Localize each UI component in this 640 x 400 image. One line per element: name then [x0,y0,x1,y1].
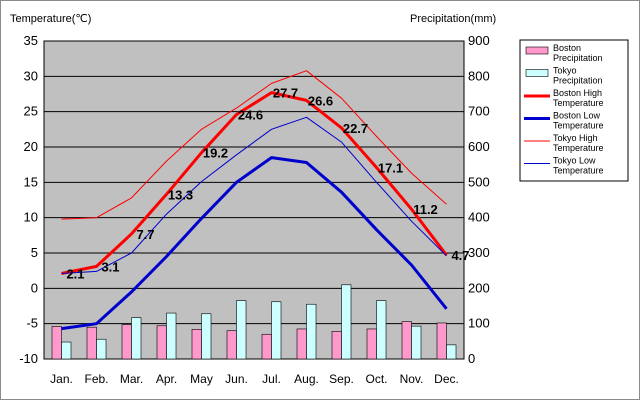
line-boston-high-temperature [61,91,448,275]
left-axis-title: Temperature(℃) [10,13,91,25]
legend-label: Temperature [553,121,604,131]
legend-box [519,39,629,182]
data-label: 7.7 [136,227,154,242]
right-tick-label: 600 [468,139,490,154]
data-label: 11.2 [413,202,438,217]
right-tick-label: 0 [468,351,475,366]
data-label: 24.6 [238,107,263,122]
legend-label: Tokyo [553,66,577,76]
bar-tokyo-precipitation [411,325,422,360]
x-tick-label: Mar. [120,372,143,386]
legend-label: Tokyo High [553,133,598,143]
data-label: 27.7 [273,86,298,101]
data-label: 4.7 [451,248,469,263]
line-tokyo-low-temperature [61,116,447,274]
x-tick-label: Apr. [156,372,177,386]
data-label: 13.3 [168,187,193,202]
legend-label: Boston Low [553,111,601,121]
bar-boston-precipitation [191,329,202,360]
data-label: 3.1 [101,259,119,274]
left-tick-label: 30 [24,68,38,83]
legend-label: Temperature [553,98,604,108]
legend-label: Temperature [553,143,604,153]
left-tick-label: 10 [24,210,38,225]
bar-boston-precipitation [296,328,307,360]
data-label: 22.7 [343,121,368,136]
bar-boston-precipitation [261,333,272,360]
data-label: 17.1 [378,160,403,175]
bar-tokyo-precipitation [61,341,72,360]
x-tick-label: Dec. [434,372,459,386]
data-label: 26.6 [308,93,333,108]
left-tick-label: 25 [24,104,38,119]
right-tick-label: 100 [468,316,490,331]
legend-swatch [525,69,549,77]
bar-boston-precipitation [436,322,447,360]
left-tick-label: 5 [31,245,38,260]
bar-tokyo-precipitation [306,303,317,360]
line-boston-low-temperature [61,156,448,331]
x-tick-label: Aug. [294,372,319,386]
bar-tokyo-precipitation [131,317,142,360]
left-tick-label: -10 [19,351,38,366]
bar-boston-precipitation [331,331,342,360]
bar-tokyo-precipitation [376,300,387,360]
data-label: 19.2 [203,146,228,161]
legend-swatch [525,46,549,55]
bar-tokyo-precipitation [341,284,352,360]
right-tick-label: 700 [468,104,490,119]
legend-label: Temperature [553,166,604,176]
line-tokyo-high-temperature [61,70,447,220]
x-tick-label: Oct. [365,372,387,386]
right-tick-label: 300 [468,245,490,260]
bar-tokyo-precipitation [96,338,107,360]
bar-boston-precipitation [121,324,132,360]
legend-label: Boston [553,43,581,53]
left-tick-label: 0 [31,280,38,295]
x-tick-label: May [190,372,213,386]
bar-tokyo-precipitation [166,312,177,360]
x-tick-label: Jan. [50,372,73,386]
bar-boston-precipitation [366,328,377,360]
left-tick-label: -5 [26,316,38,331]
bar-boston-precipitation [226,330,237,360]
legend-label: Tokyo Low [553,156,596,166]
legend-label: Precipitation [553,76,603,86]
plot-area: 35 900 30 800 25 700 20 600 15 500 10 400 5 300 0 200 -5… [19,33,490,386]
bar-tokyo-precipitation [271,301,282,360]
legend: BostonPrecipitationTokyoPrecipitationBos… [519,39,629,182]
right-tick-label: 500 [468,174,490,189]
bar-tokyo-precipitation [236,300,247,360]
x-tick-label: Jul. [262,372,281,386]
bar-boston-precipitation [86,326,97,360]
bar-boston-precipitation [156,325,167,360]
right-tick-label: 200 [468,280,490,295]
x-tick-label: Sep. [329,372,354,386]
right-tick-label: 900 [468,33,490,48]
right-tick-label: 800 [468,68,490,83]
left-tick-label: 20 [24,139,38,154]
bar-tokyo-precipitation [446,344,457,360]
bar-tokyo-precipitation [201,313,212,360]
x-tick-label: Nov. [400,372,424,386]
data-label: 2.1 [66,266,84,281]
right-axis-title: Precipitation(mm) [410,13,496,25]
right-tick-label: 400 [468,210,490,225]
bar-boston-precipitation [51,326,62,360]
bar-boston-precipitation [401,321,412,360]
x-tick-label: Jun. [225,372,248,386]
plot-background [43,40,465,360]
left-tick-label: 15 [24,174,38,189]
legend-label: Precipitation [553,53,603,63]
x-tick-label: Feb. [84,372,108,386]
left-tick-label: 35 [24,33,38,48]
legend-label: Boston High [553,88,602,98]
